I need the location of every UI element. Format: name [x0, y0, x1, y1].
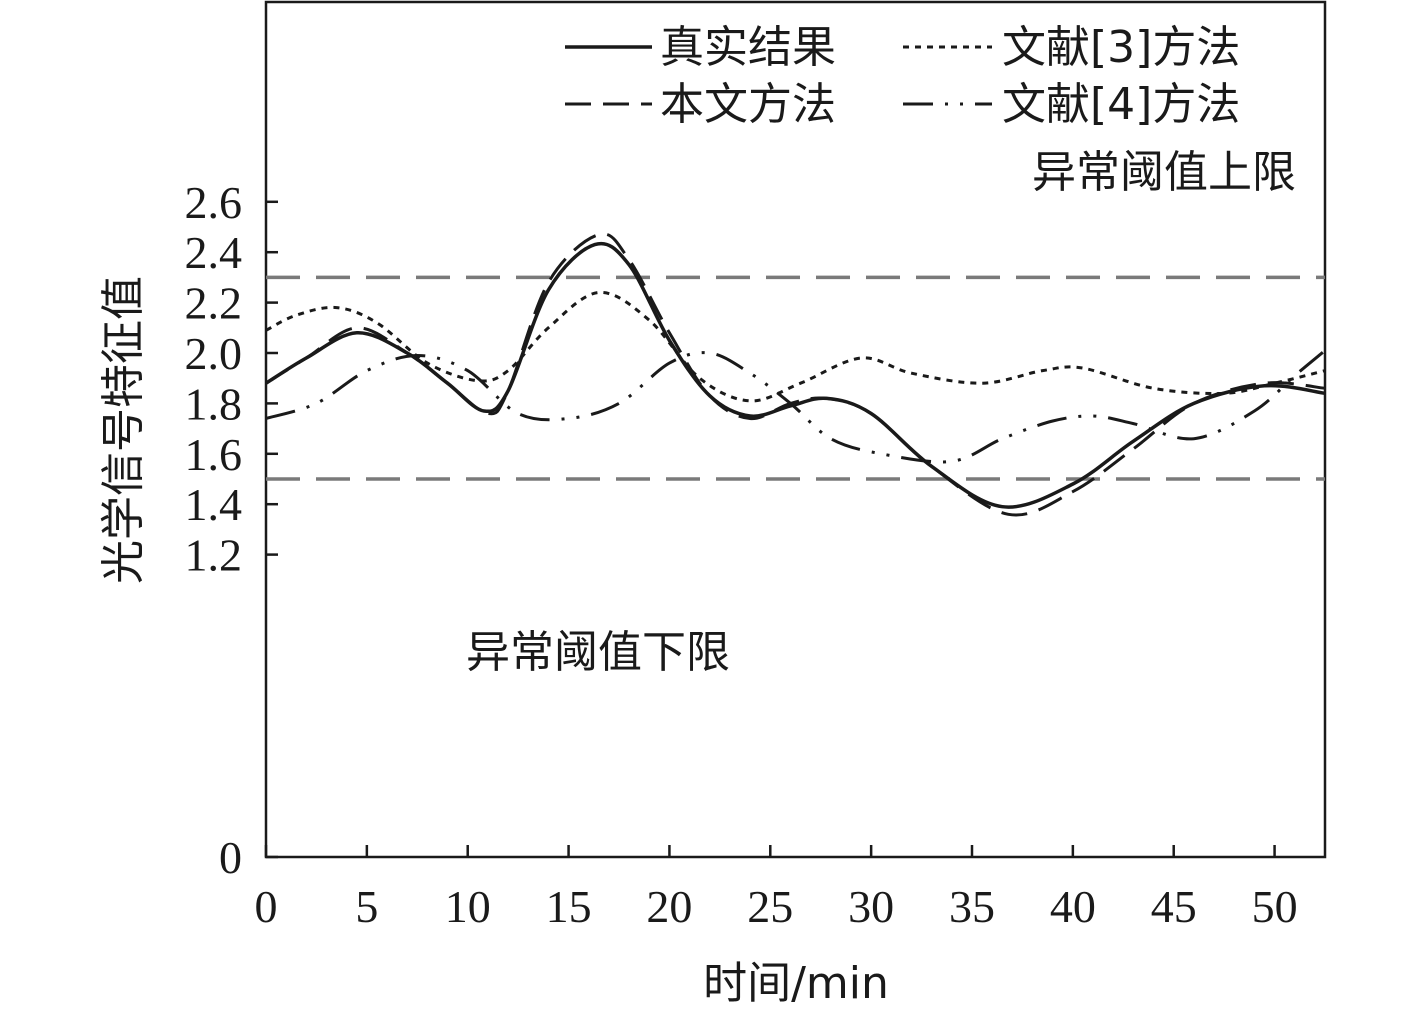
y-tick-label: 2.6 — [185, 177, 243, 228]
y-tick-label: 2.4 — [185, 227, 243, 278]
threshold-lines — [266, 275, 1325, 481]
x-tick-label: 50 — [1252, 881, 1298, 932]
legend-label-3: 文献[3]方法 — [1002, 22, 1240, 73]
y-tick-label: 2.2 — [185, 278, 243, 329]
x-tick-label: 20 — [646, 881, 692, 932]
plot-frame — [264, 0, 1327, 859]
y-tick-label: 1.8 — [185, 378, 243, 429]
y-tick-label: 1.6 — [185, 429, 243, 480]
x-axis-ticks: 0 5 10 15 20 25 30 35 40 45 50 — [255, 845, 1298, 932]
series-lines — [266, 232, 1326, 517]
x-tick-label: 25 — [747, 881, 793, 932]
series-line-2 — [266, 232, 1326, 517]
x-tick-label: 0 — [255, 881, 278, 932]
x-tick-label: 45 — [1151, 881, 1197, 932]
x-tick-label: 15 — [546, 881, 592, 932]
legend-label-4: 文献[4]方法 — [1002, 79, 1240, 130]
series-line-4 — [266, 349, 1326, 464]
y-axis-label: 光学信号特征值 — [98, 276, 149, 584]
x-tick-label: 35 — [949, 881, 995, 932]
threshold-label-upper: 异常阈值上限 — [1032, 147, 1296, 198]
x-axis-label: 时间/min — [703, 958, 889, 1009]
y-tick-label: 1.2 — [185, 530, 243, 581]
x-tick-label: 30 — [848, 881, 894, 932]
x-tick-label: 10 — [445, 881, 491, 932]
x-tick-label: 5 — [355, 881, 378, 932]
series-line-3 — [266, 290, 1326, 403]
y-tick-label: 0 — [219, 832, 242, 883]
legend-label-2: 本文方法 — [660, 79, 836, 130]
series-line-1 — [266, 241, 1326, 509]
y-axis-ticks: 0 1.21.41.61.82.02.22.42.6 — [185, 177, 278, 883]
y-tick-label: 2.0 — [185, 328, 243, 379]
threshold-label-lower: 异常阈值下限 — [466, 627, 730, 678]
legend-label-1: 真实结果 — [660, 22, 836, 73]
y-tick-label: 1.4 — [185, 479, 243, 530]
x-tick-label: 40 — [1050, 881, 1096, 932]
